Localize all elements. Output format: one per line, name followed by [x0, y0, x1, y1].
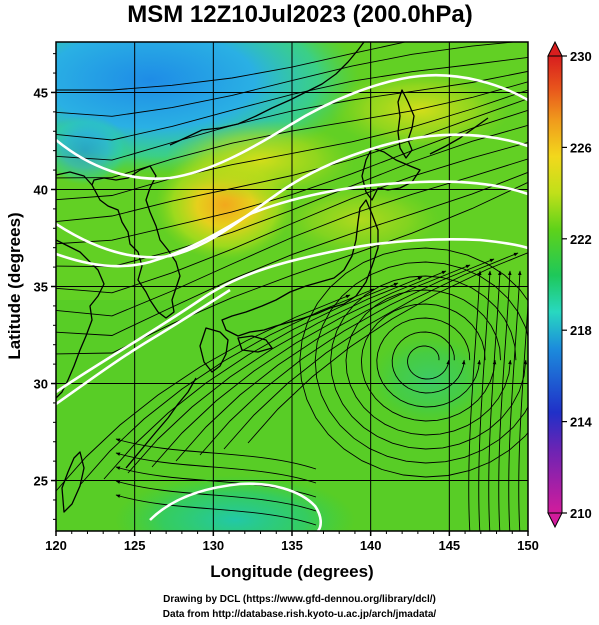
- streamline: [56, 170, 528, 336]
- contour-1: [56, 73, 528, 180]
- x-tick-label: 135: [281, 538, 303, 553]
- streamline: [56, 69, 528, 161]
- y-tick-label: 35: [34, 280, 48, 295]
- streamline: [115, 452, 317, 484]
- streamline: [56, 55, 528, 141]
- colorbar-tick-label: 230: [570, 49, 592, 64]
- colorbar-max-arrow: [547, 40, 563, 57]
- map-title: MSM 12Z10Jul2023 (200.0hPa): [127, 1, 473, 28]
- x-tick-label: 140: [360, 538, 382, 553]
- streamline: [115, 438, 317, 470]
- contour-6: [149, 482, 322, 531]
- streamline: [508, 270, 522, 531]
- x-tick-label: 145: [438, 538, 460, 553]
- streamline: [330, 275, 528, 450]
- streamline: [407, 345, 450, 380]
- colorbar-tick-label: 218: [570, 323, 592, 338]
- y-axis: 25 30 35 40 45: [34, 53, 56, 520]
- coast-kyushu: [199, 327, 229, 373]
- coast-shikoku: [237, 335, 273, 353]
- x-axis-label: Longitude (degrees): [210, 562, 373, 581]
- colorbar-scale: [547, 55, 563, 514]
- colorbar-tick-label: 214: [570, 415, 592, 430]
- x-tick-label: 125: [124, 538, 146, 553]
- map-plot-area: [56, 42, 528, 531]
- streamline: [56, 140, 528, 294]
- warm-band-b: [330, 70, 510, 150]
- coast-hokkaido: [361, 147, 421, 201]
- colorbar: 210 214 218 222 226 230: [547, 40, 592, 529]
- contour-3: [56, 180, 528, 268]
- streamline: [56, 294, 351, 492]
- streamline: [115, 494, 317, 526]
- colorbar-tick-label: 222: [570, 232, 592, 247]
- streamline: [56, 88, 528, 201]
- contour-2: [56, 133, 528, 259]
- coast-honshu: [221, 199, 379, 337]
- streamline: [468, 270, 482, 531]
- x-tick-label: 150: [517, 538, 539, 553]
- colorbar-tick-label: 210: [570, 506, 592, 521]
- contour-4: [56, 238, 528, 394]
- y-tick-label: 40: [34, 182, 48, 197]
- coast-russia-east: [169, 42, 365, 146]
- x-tick-label: 130: [202, 538, 224, 553]
- coast-kuril: [429, 117, 489, 155]
- coast-ryukyu: [125, 377, 197, 469]
- streamline: [498, 270, 512, 531]
- streamline: [56, 96, 528, 223]
- contour-5: [56, 288, 231, 406]
- streamline: [103, 282, 399, 480]
- streamline: [391, 331, 466, 394]
- y-tick-label: 30: [34, 377, 48, 392]
- coast-china-east: [56, 239, 105, 399]
- streamline: [56, 80, 528, 179]
- streamline: [223, 252, 519, 450]
- streamline: [56, 123, 528, 268]
- streamline: [175, 264, 471, 462]
- streamline: [127, 276, 423, 474]
- colorbar-min-arrow: [547, 512, 563, 529]
- streamline: [56, 42, 408, 91]
- streamline: [151, 270, 447, 468]
- colorbar-tick-label: 226: [570, 140, 592, 155]
- coast-sakhalin: [397, 89, 415, 159]
- streamline: [199, 258, 495, 456]
- x-tick-label: 120: [45, 538, 67, 553]
- warm-band-a: [165, 120, 355, 200]
- coast-taiwan: [61, 451, 85, 513]
- cool-region-vortex: [370, 335, 490, 425]
- streamline: [488, 270, 502, 531]
- coast-manchuria: [56, 171, 93, 186]
- streamline: [518, 270, 528, 531]
- cool-region-south: [115, 475, 355, 531]
- streamline: [115, 480, 317, 512]
- streamline: [376, 317, 481, 408]
- credit-data: Data from http://database.rish.kyoto-u.a…: [162, 609, 437, 620]
- cold-region-west: [56, 115, 130, 185]
- streamline: [56, 42, 528, 117]
- streamline: [360, 303, 497, 422]
- streamline: [345, 289, 512, 436]
- y-tick-label: 25: [34, 474, 48, 489]
- streamline: [478, 270, 492, 531]
- credit-drawing: Drawing by DCL (https://www.gfd-dennou.o…: [163, 594, 436, 605]
- colorbar-ticks: 210 214 218 222 226 230: [562, 49, 592, 521]
- y-tick-label: 45: [34, 85, 48, 100]
- x-axis: 120 125 130 135 140 145 150: [45, 531, 539, 553]
- y-axis-label: Latitude (degrees): [5, 212, 24, 359]
- streamline: [299, 247, 528, 478]
- temperature-contours: [56, 73, 528, 531]
